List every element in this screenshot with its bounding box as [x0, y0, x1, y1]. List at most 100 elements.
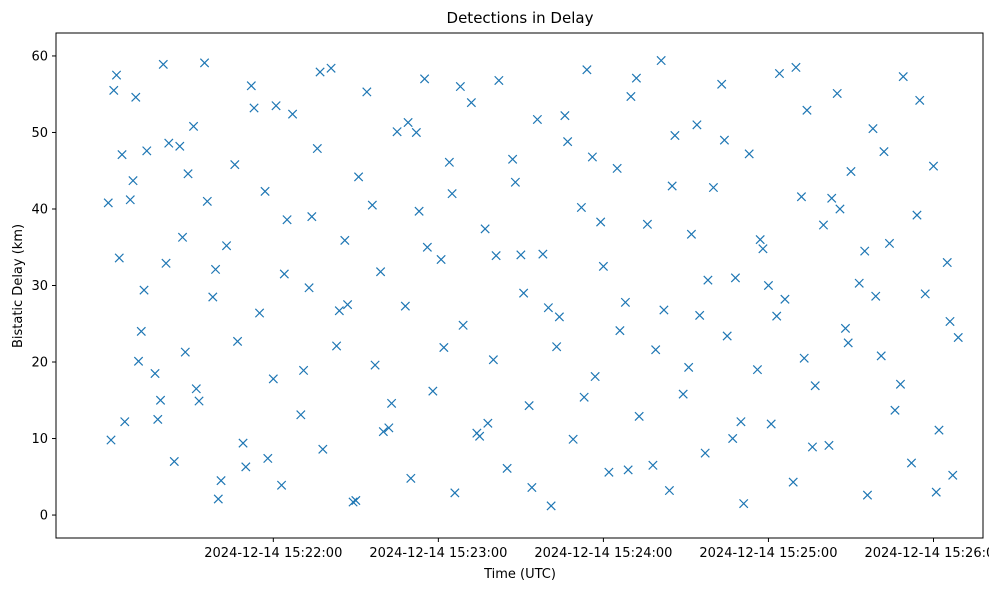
x-axis: 2024-12-14 15:22:00 2024-12-14 15:23:00 20… — [204, 538, 989, 561]
data-point-marker — [202, 196, 212, 206]
data-point-marker — [362, 87, 372, 97]
data-point-marker — [780, 294, 790, 304]
data-point-marker — [480, 224, 490, 234]
data-point-marker — [612, 163, 622, 174]
data-point-marker — [752, 365, 763, 375]
data-point-marker — [139, 285, 149, 295]
data-point-marker — [626, 91, 636, 102]
data-point-marker — [419, 74, 430, 84]
data-point-marker — [730, 273, 741, 283]
data-point-marker — [835, 204, 845, 214]
data-point-marker — [199, 58, 210, 68]
data-point-marker — [241, 462, 251, 472]
data-point-marker — [117, 150, 127, 160]
data-point-marker — [648, 460, 658, 470]
data-point-marker — [755, 234, 765, 245]
data-point-marker — [915, 95, 925, 105]
data-point-marker — [519, 288, 529, 298]
data-point-marker — [818, 220, 829, 230]
data-point-marker — [871, 291, 881, 301]
data-point-marker — [560, 111, 570, 121]
data-point-marker — [296, 410, 306, 420]
data-point-marker — [254, 308, 265, 318]
x-axis-label: Time (UTC) — [483, 567, 556, 582]
data-point-marker — [717, 79, 727, 89]
data-point-marker — [455, 81, 465, 92]
data-point-marker — [230, 159, 240, 170]
data-point-marker — [686, 229, 697, 239]
y-axis-label: Bistatic Delay (km) — [11, 224, 26, 348]
data-point-marker — [948, 470, 958, 480]
data-point-marker — [810, 381, 820, 391]
data-point-marker — [766, 419, 776, 429]
data-point-marker — [554, 312, 565, 322]
data-point-marker — [700, 448, 710, 458]
data-point-marker — [722, 331, 732, 341]
data-point-marker — [846, 166, 856, 177]
data-point-marker — [169, 456, 179, 467]
data-point-marker — [348, 497, 358, 507]
data-point-marker — [763, 280, 774, 291]
y-tick-label: 20 — [31, 356, 48, 371]
data-point-marker — [695, 310, 705, 320]
data-point-marker — [491, 251, 501, 261]
data-point-marker — [807, 442, 818, 452]
data-point-marker — [631, 73, 642, 83]
data-point-marker — [623, 465, 633, 475]
data-point-marker — [884, 238, 895, 249]
data-point-marker — [895, 379, 906, 389]
data-point-marker — [692, 120, 702, 130]
data-point-marker — [840, 323, 851, 333]
data-point-marker — [634, 411, 644, 421]
data-point-marker — [271, 101, 281, 111]
data-point-marker — [758, 244, 768, 254]
data-point-marker — [232, 336, 243, 346]
data-point-marker — [934, 425, 944, 435]
data-point-marker — [150, 368, 160, 379]
data-point-marker — [942, 257, 952, 268]
data-point-marker — [527, 482, 537, 493]
data-point-marker — [428, 386, 438, 396]
data-point-marker — [596, 217, 606, 227]
data-point-marker — [268, 374, 278, 384]
data-point-marker — [136, 326, 146, 337]
data-point-marker — [582, 65, 592, 75]
data-point-marker — [125, 195, 135, 205]
data-point-marker — [106, 435, 116, 445]
data-point-marker — [263, 453, 273, 464]
data-point-marker — [868, 124, 878, 134]
data-point-marker — [854, 278, 864, 288]
data-point-marker — [351, 495, 361, 506]
data-point-marker — [447, 189, 457, 199]
data-point-marker — [703, 275, 713, 285]
data-point-marker — [400, 301, 410, 311]
data-point-marker — [213, 494, 223, 504]
data-point-marker — [642, 219, 653, 229]
data-point-marker — [576, 202, 587, 213]
data-point-marker — [590, 371, 600, 382]
data-point-marker — [568, 434, 578, 444]
data-point-marker — [538, 249, 548, 259]
data-point-marker — [546, 501, 556, 511]
data-point-marker — [466, 98, 476, 108]
data-point-marker — [103, 198, 113, 208]
data-point-marker — [532, 114, 543, 125]
y-tick-label: 50 — [31, 126, 48, 141]
data-point-marker — [543, 303, 554, 313]
data-point-marker — [615, 326, 625, 336]
plot-markers — [103, 56, 963, 511]
data-point-marker — [890, 405, 900, 415]
x-tick-label: 2024-12-14 15:23:00 — [369, 546, 507, 561]
data-point-marker — [164, 138, 174, 148]
data-point-marker — [876, 351, 886, 361]
data-point-marker — [188, 121, 199, 131]
data-point-marker — [931, 487, 941, 497]
data-point-marker — [411, 127, 421, 138]
data-point-marker — [659, 305, 669, 315]
data-point-marker — [651, 345, 661, 355]
data-point-marker — [620, 297, 631, 307]
data-point-marker — [315, 67, 325, 77]
data-point-marker — [791, 62, 801, 73]
